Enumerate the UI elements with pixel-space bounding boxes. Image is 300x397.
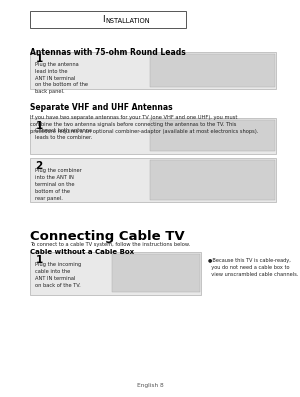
Text: Plug the antenna
lead into the
ANT IN terminal
on the bottom of the
back panel.: Plug the antenna lead into the ANT IN te… (35, 62, 88, 94)
Bar (150, 160, 274, 200)
Text: I: I (103, 15, 105, 24)
Bar (30, 252, 201, 295)
Text: NSTALLATION: NSTALLATION (105, 17, 150, 24)
Text: If you have two separate antennas for your TV (one VHF and one UHF), you must
co: If you have two separate antennas for yo… (30, 115, 258, 134)
Bar (30, 52, 276, 89)
Text: Cable without a Cable Box: Cable without a Cable Box (30, 249, 134, 255)
Bar (150, 54, 274, 87)
Text: To connect to a cable TV system, follow the instructions below.: To connect to a cable TV system, follow … (30, 242, 190, 247)
Bar (30, 118, 276, 154)
Text: Separate VHF and UHF Antennas: Separate VHF and UHF Antennas (30, 103, 172, 112)
Text: Antennas with 75-ohm Round Leads: Antennas with 75-ohm Round Leads (30, 48, 186, 58)
Text: 1: 1 (35, 121, 43, 131)
Bar (150, 120, 274, 151)
Bar (112, 254, 200, 292)
Text: English 8: English 8 (136, 383, 164, 388)
Text: Connecting Cable TV: Connecting Cable TV (30, 230, 184, 243)
Text: Plug the combiner
into the ANT IN
terminal on the
bottom of the
rear panel.: Plug the combiner into the ANT IN termin… (35, 168, 82, 200)
Text: 1: 1 (35, 54, 43, 64)
Text: Connect both antenna
leads to the combiner.: Connect both antenna leads to the combin… (35, 128, 93, 140)
Text: Plug the incoming
cable into the
ANT IN terminal
on back of the TV.: Plug the incoming cable into the ANT IN … (35, 262, 82, 288)
Bar (30, 11, 186, 28)
Text: ●Because this TV is cable-ready,
  you do not need a cable box to
  view unscram: ●Because this TV is cable-ready, you do … (208, 258, 299, 277)
Text: 2: 2 (35, 161, 43, 171)
Text: 1: 1 (35, 255, 43, 265)
Bar (30, 158, 276, 202)
